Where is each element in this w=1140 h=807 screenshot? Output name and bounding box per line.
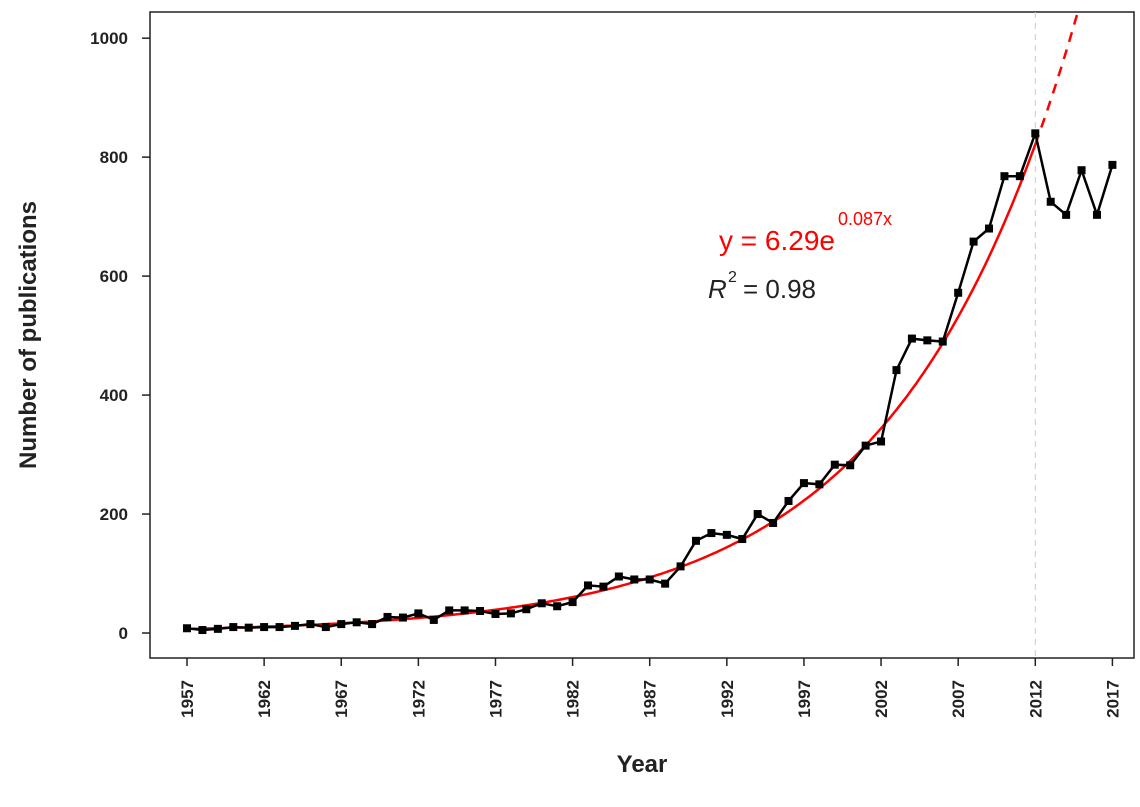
data-point: [753, 510, 762, 519]
y-tick-label: 600: [100, 267, 128, 286]
data-point: [892, 366, 901, 375]
data-point: [1046, 197, 1055, 206]
data-point: [1077, 166, 1086, 175]
data-point: [722, 530, 731, 539]
data-point: [630, 575, 639, 584]
data-point: [676, 562, 685, 571]
x-tick-label: 2007: [949, 680, 968, 718]
data-point: [398, 613, 407, 622]
data-point: [861, 441, 870, 450]
data-point: [290, 621, 299, 630]
data-point: [784, 496, 793, 505]
x-axis-label: Year: [617, 751, 668, 778]
data-point: [522, 605, 531, 614]
y-tick-label: 400: [100, 386, 128, 405]
x-tick-label: 1997: [795, 680, 814, 718]
data-point: [306, 620, 315, 629]
fit-extension: [1034, 12, 1080, 145]
x-tick-label: 1957: [178, 680, 197, 718]
data-point: [1000, 172, 1009, 181]
data-point: [429, 615, 438, 624]
x-tick-label: 2017: [1103, 680, 1122, 718]
data-point: [799, 479, 808, 488]
data-point: [445, 606, 454, 615]
data-point: [244, 623, 253, 632]
data-point: [198, 626, 207, 635]
data-point: [738, 535, 747, 544]
data-point: [260, 623, 269, 632]
data-point: [923, 336, 932, 345]
data-point: [645, 575, 654, 584]
data-point: [584, 581, 593, 590]
y-tick-label: 800: [100, 148, 128, 167]
data-point: [460, 606, 469, 615]
fit-equation: y = 6.29e: [719, 225, 835, 256]
r2-symbol: R: [708, 274, 727, 304]
data-point: [1062, 210, 1071, 219]
x-tick-label: 1982: [564, 680, 583, 718]
y-axis-label: Number of publications: [15, 201, 42, 469]
x-tick-label: 1992: [718, 680, 737, 718]
data-point: [815, 480, 824, 489]
fit-curve: [186, 143, 1037, 631]
data-point: [599, 582, 608, 591]
data-point: [1092, 210, 1101, 219]
data-point: [491, 609, 500, 618]
data-point: [183, 624, 192, 633]
fit-exponent: 0.087x: [838, 209, 892, 229]
data-point: [368, 620, 377, 629]
x-tick-label: 1977: [486, 680, 505, 718]
y-tick-label: 1000: [90, 29, 128, 48]
data-point: [553, 602, 562, 611]
data-point: [1031, 129, 1040, 138]
data-point: [877, 437, 886, 446]
x-tick-label: 1972: [409, 680, 428, 718]
x-tick-label: 1962: [255, 680, 274, 718]
data-point: [707, 529, 716, 538]
data-point: [1108, 160, 1117, 169]
y-tick-label: 0: [119, 624, 128, 643]
data-point: [352, 618, 361, 627]
data-point: [769, 518, 778, 527]
data-point: [830, 460, 839, 469]
data-point: [985, 224, 994, 233]
data-point: [954, 288, 963, 297]
plot-frame: [149, 11, 1135, 659]
data-point: [414, 609, 423, 618]
r2-power: 2: [728, 269, 737, 286]
fit-group: [186, 12, 1080, 631]
x-tick-label: 2012: [1026, 680, 1045, 718]
data-point: [337, 620, 346, 629]
data-point: [213, 624, 222, 633]
data-point: [614, 572, 623, 581]
data-line: [186, 128, 1114, 632]
data-point: [275, 623, 284, 632]
data-point: [568, 598, 577, 607]
data-point: [938, 337, 947, 346]
data-point: [1015, 172, 1024, 181]
data-point: [229, 623, 238, 632]
data-point: [537, 599, 546, 608]
data-point: [506, 609, 515, 618]
r2-value: = 0.98: [743, 274, 816, 304]
x-tick-label: 2002: [872, 680, 891, 718]
y-tick-label: 200: [100, 505, 128, 524]
data-point: [846, 461, 855, 470]
x-tick-label: 1967: [332, 680, 351, 718]
data-point: [321, 623, 330, 632]
x-tick-label: 1987: [641, 680, 660, 718]
data-point: [907, 334, 916, 343]
data-point: [691, 536, 700, 545]
data-point: [383, 612, 392, 621]
data-point: [661, 579, 670, 588]
data-point: [476, 607, 485, 616]
data-point: [969, 237, 978, 246]
